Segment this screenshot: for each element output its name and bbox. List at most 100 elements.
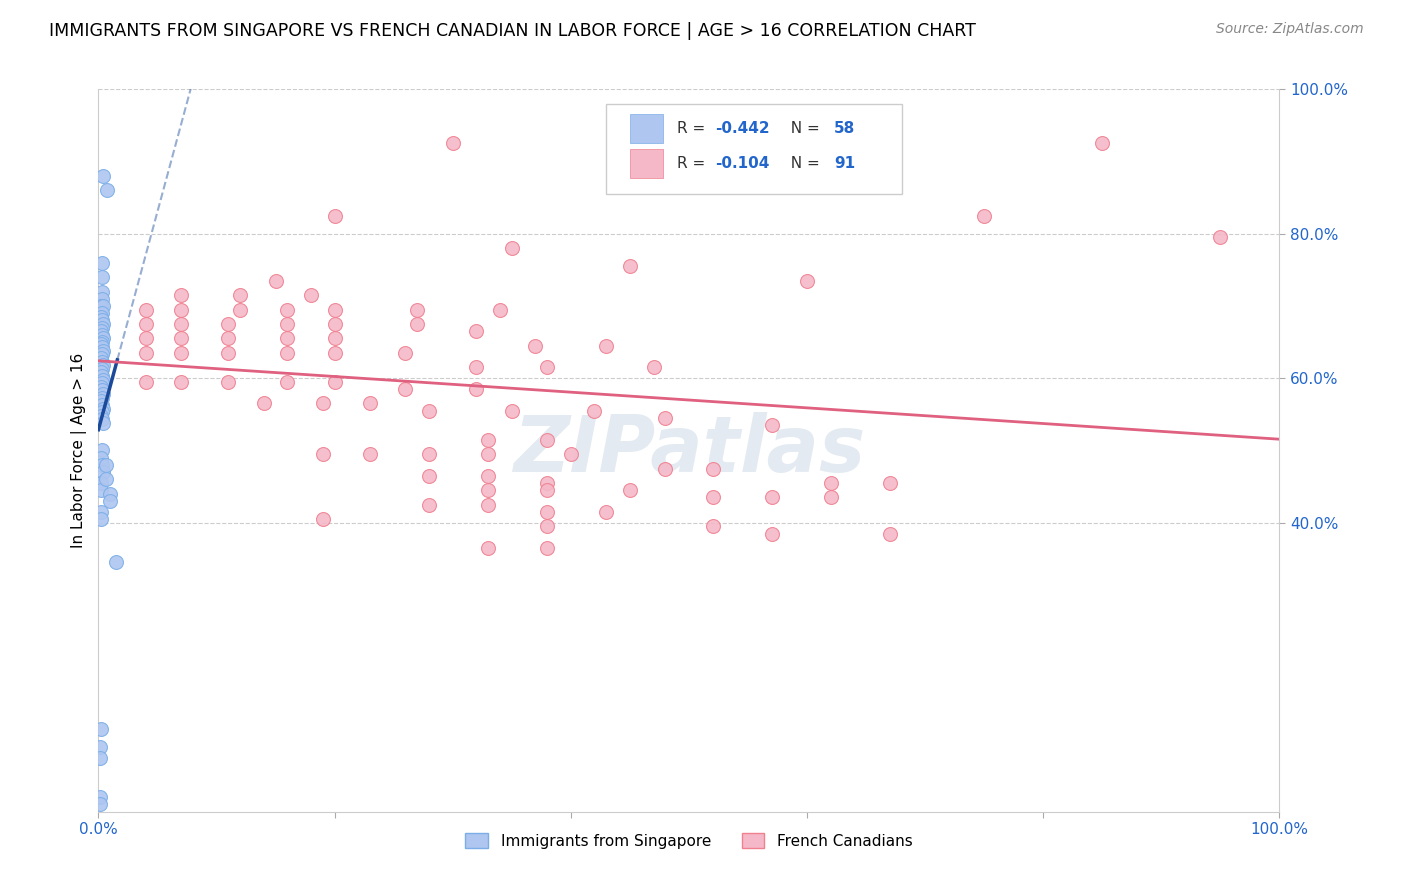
Point xyxy=(524,339,547,353)
Point xyxy=(394,382,416,396)
Text: Source: ZipAtlas.com: Source: ZipAtlas.com xyxy=(1216,22,1364,37)
Point xyxy=(1209,230,1232,244)
Point xyxy=(91,334,114,349)
Point xyxy=(91,405,114,419)
Point xyxy=(135,317,157,331)
Text: -0.442: -0.442 xyxy=(714,121,769,136)
Point xyxy=(91,331,114,345)
Point xyxy=(91,169,114,183)
Point xyxy=(619,259,641,273)
Point xyxy=(323,331,346,345)
Point xyxy=(91,347,114,361)
Point xyxy=(536,483,558,498)
Point xyxy=(229,288,252,302)
Point xyxy=(170,302,193,317)
Point xyxy=(536,475,558,490)
Point xyxy=(135,346,157,360)
Point xyxy=(90,351,112,365)
Point xyxy=(418,447,440,461)
Point xyxy=(90,380,112,394)
Point xyxy=(643,360,665,375)
Point xyxy=(90,299,112,313)
Point xyxy=(91,416,114,430)
Point xyxy=(91,387,114,401)
Point xyxy=(90,450,112,465)
Point xyxy=(323,346,346,360)
Point xyxy=(170,331,193,345)
Point xyxy=(418,498,440,512)
Point xyxy=(737,136,759,151)
Point xyxy=(105,556,128,570)
Text: 91: 91 xyxy=(834,156,855,171)
Point xyxy=(477,433,499,447)
Point xyxy=(477,483,499,498)
Point xyxy=(394,346,416,360)
Point xyxy=(702,461,724,475)
Point xyxy=(91,270,114,285)
Point xyxy=(90,505,112,519)
Text: N =: N = xyxy=(782,121,825,136)
Point xyxy=(879,475,901,490)
Point xyxy=(253,396,276,410)
Point xyxy=(465,382,488,396)
FancyBboxPatch shape xyxy=(606,103,901,194)
Point xyxy=(276,317,298,331)
Point xyxy=(91,465,114,479)
Text: -0.104: -0.104 xyxy=(714,156,769,171)
Point xyxy=(91,376,114,391)
Point xyxy=(477,541,499,555)
Point xyxy=(761,491,783,505)
Point xyxy=(406,302,429,317)
Point xyxy=(264,274,287,288)
Point xyxy=(91,320,114,334)
Point xyxy=(94,458,117,472)
Text: R =: R = xyxy=(678,156,710,171)
Point xyxy=(465,360,488,375)
Point xyxy=(91,358,114,372)
Point xyxy=(820,475,842,490)
Point xyxy=(90,409,112,423)
Point xyxy=(323,375,346,389)
Point xyxy=(217,331,239,345)
Point xyxy=(91,373,114,387)
Point xyxy=(583,403,606,417)
Legend: Immigrants from Singapore, French Canadians: Immigrants from Singapore, French Canadi… xyxy=(460,827,918,855)
Point xyxy=(90,310,112,324)
Point xyxy=(441,136,464,151)
Point xyxy=(91,255,114,269)
Point xyxy=(91,327,114,342)
Bar xyxy=(630,149,664,178)
Point xyxy=(98,494,121,508)
Point xyxy=(276,331,298,345)
Point xyxy=(90,475,112,490)
Point xyxy=(536,541,558,555)
Point xyxy=(477,468,499,483)
Point xyxy=(406,317,429,331)
Point xyxy=(973,209,995,223)
Point xyxy=(654,461,676,475)
Point xyxy=(89,797,111,812)
Text: 58: 58 xyxy=(834,121,855,136)
Point xyxy=(312,512,335,526)
Point xyxy=(536,433,558,447)
Point xyxy=(90,394,112,409)
Point xyxy=(477,447,499,461)
Point xyxy=(229,302,252,317)
Point xyxy=(217,375,239,389)
Point xyxy=(418,403,440,417)
Point xyxy=(276,346,298,360)
Point xyxy=(90,483,112,498)
Point xyxy=(312,447,335,461)
Point xyxy=(595,339,617,353)
Point xyxy=(217,346,239,360)
Text: ZIPatlas: ZIPatlas xyxy=(513,412,865,489)
Point xyxy=(359,447,381,461)
Point xyxy=(89,750,111,764)
Point xyxy=(170,288,193,302)
Point xyxy=(477,498,499,512)
Point xyxy=(465,324,488,338)
Point xyxy=(276,375,298,389)
Point xyxy=(312,396,335,410)
Point xyxy=(323,209,346,223)
Point xyxy=(654,411,676,425)
